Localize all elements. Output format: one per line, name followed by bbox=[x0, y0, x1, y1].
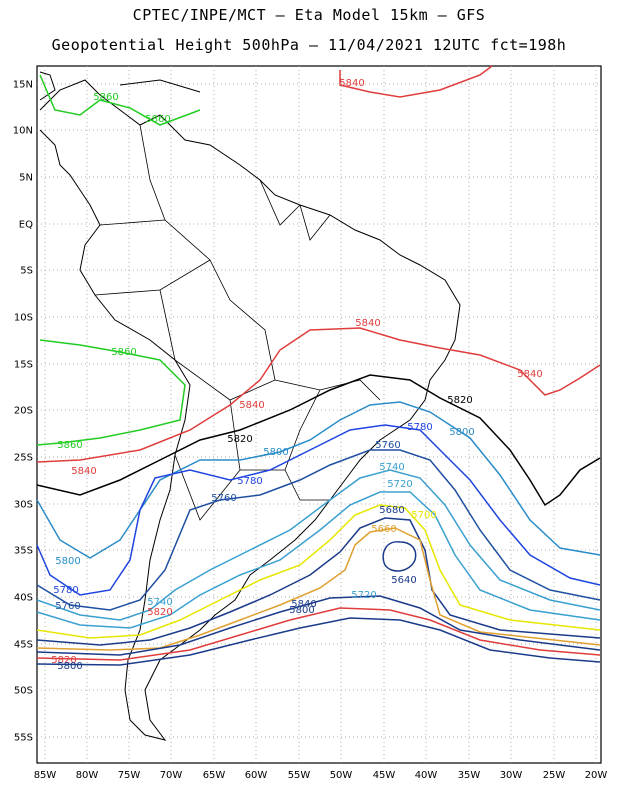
lat-label: 25S bbox=[14, 453, 33, 464]
central-america-outline bbox=[39, 71, 56, 101]
lat-label: 10N bbox=[13, 126, 33, 137]
contour-5860 bbox=[36, 339, 186, 446]
contour-5840 bbox=[36, 327, 601, 463]
lat-label: 30S bbox=[14, 500, 33, 511]
contour-label: 5840 bbox=[339, 78, 364, 89]
contour-label: 5860 bbox=[57, 440, 82, 451]
longitude-labels: 85W 80W 75W 70W 65W 60W 55W 50W 45W 40W 35W 30W 25W 2… bbox=[34, 770, 608, 781]
contour-lines bbox=[36, 65, 601, 666]
lon-label: 40W bbox=[415, 770, 438, 781]
lon-label: 55W bbox=[288, 770, 311, 781]
lon-label: 25W bbox=[543, 770, 566, 781]
contour-label: 5860 bbox=[111, 347, 136, 358]
contour-label: 5840 bbox=[355, 318, 380, 329]
contour-label: 5740 bbox=[379, 462, 404, 473]
map-subtitle: Geopotential Height 500hPa – 11/04/2021 … bbox=[51, 36, 567, 54]
lon-label: 85W bbox=[34, 770, 57, 781]
contour-label: 5760 bbox=[211, 493, 236, 504]
contour-label: 5780 bbox=[237, 476, 262, 487]
contour-label: 5800 bbox=[449, 427, 474, 438]
contour-label: 5860 bbox=[93, 92, 118, 103]
contour-5860 bbox=[39, 74, 201, 126]
lat-label: 55S bbox=[14, 733, 33, 744]
contour-5640 bbox=[382, 541, 417, 572]
contour-label: 5720 bbox=[351, 590, 376, 601]
lat-label: 5N bbox=[19, 173, 33, 184]
contour-label: 5660 bbox=[371, 524, 396, 535]
contour-5800-south bbox=[36, 617, 601, 666]
contour-5700 bbox=[36, 504, 601, 639]
lat-label: 45S bbox=[14, 640, 33, 651]
contour-label: 5760 bbox=[375, 440, 400, 451]
coastlines bbox=[39, 71, 461, 741]
contour-label: 5700 bbox=[411, 510, 436, 521]
lon-label: 75W bbox=[118, 770, 141, 781]
contour-label: 5820 bbox=[227, 434, 252, 445]
contour-5680 bbox=[36, 517, 601, 646]
contour-label: 5640 bbox=[391, 575, 416, 586]
contour-label: 5780 bbox=[407, 422, 432, 433]
contour-label: 5840 bbox=[291, 599, 316, 610]
contour-label: 5840 bbox=[517, 369, 542, 380]
caribbean-outline bbox=[119, 79, 201, 93]
contour-label: 5740 bbox=[147, 597, 172, 608]
lon-label: 35W bbox=[458, 770, 481, 781]
lat-label: 15S bbox=[14, 360, 33, 371]
lat-label: EQ bbox=[19, 220, 33, 231]
lat-label: 15N bbox=[13, 80, 33, 91]
contour-5720 bbox=[36, 491, 601, 629]
map-frame bbox=[36, 65, 602, 764]
contour-5760 bbox=[36, 449, 601, 611]
contour-label: 5800 bbox=[55, 556, 80, 567]
contour-label: 5800 bbox=[289, 605, 314, 616]
contour-label: 5860 bbox=[145, 114, 170, 125]
contour-5820 bbox=[36, 374, 601, 507]
contour-5840-south bbox=[36, 595, 601, 656]
contour-label: 5760 bbox=[55, 601, 80, 612]
contour-labels: 5840 5860 5860 5840 5860 5840 5840 5820 5820 5780… bbox=[51, 78, 542, 672]
contour-label: 5800 bbox=[263, 447, 288, 458]
lat-label: 35S bbox=[14, 546, 33, 557]
latitude-labels: 15N 10N 5N EQ 5S 10S 15S 20S 25S 30S 35S 40S 45S 50S 5… bbox=[13, 80, 33, 744]
contour-label: 5780 bbox=[53, 585, 78, 596]
lon-label: 20W bbox=[585, 770, 608, 781]
lat-label: 50S bbox=[14, 686, 33, 697]
lon-label: 30W bbox=[500, 770, 523, 781]
contour-5740 bbox=[36, 469, 601, 621]
graticule bbox=[37, 66, 601, 763]
contour-label: 5680 bbox=[379, 505, 404, 516]
lon-label: 65W bbox=[203, 770, 226, 781]
lon-label: 45W bbox=[373, 770, 396, 781]
contour-label: 5720 bbox=[387, 479, 412, 490]
contour-5660 bbox=[36, 527, 601, 651]
lat-label: 10S bbox=[14, 313, 33, 324]
lon-label: 60W bbox=[245, 770, 268, 781]
contour-label: 5840 bbox=[71, 466, 96, 477]
lat-label: 40S bbox=[14, 593, 33, 604]
contour-label: 5840 bbox=[239, 400, 264, 411]
country-borders bbox=[94, 124, 381, 521]
contour-label: 5800 bbox=[57, 661, 82, 672]
contour-label: 5820 bbox=[447, 395, 472, 406]
contour-5800 bbox=[36, 401, 601, 559]
lon-label: 50W bbox=[330, 770, 353, 781]
contour-5840 bbox=[339, 65, 493, 98]
contour-5820-south bbox=[36, 607, 601, 661]
contour-5780 bbox=[36, 424, 601, 596]
lat-label: 20S bbox=[14, 406, 33, 417]
contour-label: 5820 bbox=[147, 607, 172, 618]
lon-label: 80W bbox=[76, 770, 99, 781]
lon-label: 70W bbox=[160, 770, 183, 781]
contour-label: 5820 bbox=[51, 655, 76, 666]
south-america-outline bbox=[39, 79, 461, 741]
lat-label: 5S bbox=[20, 266, 33, 277]
map-title: CPTEC/INPE/MCT – Eta Model 15km – GFS bbox=[132, 6, 486, 24]
